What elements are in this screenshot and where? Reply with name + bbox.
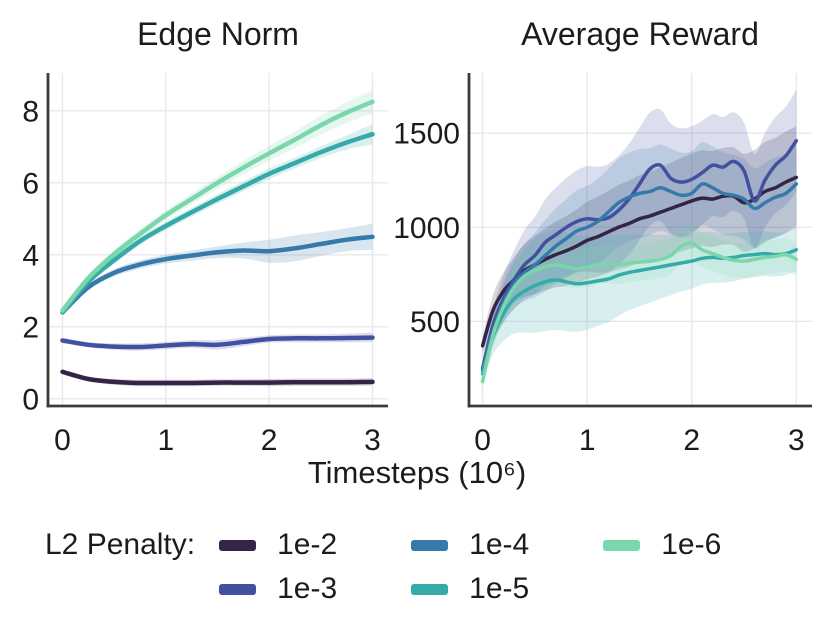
x-tick-label: 2: [683, 424, 700, 457]
legend-swatch-1e-4: [411, 539, 449, 551]
edge-norm-plot: 0 1 2 3 0 2 4 6 8: [22, 73, 388, 457]
series-lines: [60, 99, 375, 386]
series-line-1e-5: [60, 131, 375, 315]
legend-swatch-1e-3: [219, 583, 257, 595]
x-axis-label: Timesteps (10⁶): [308, 455, 526, 490]
legend-entry-1e-4: 1e-4: [411, 528, 529, 562]
y-tick-label: 500: [410, 306, 460, 339]
tick-labels: 0 1 2 3 0 2 4 6 8: [22, 95, 381, 457]
series-line-1e-3: [480, 138, 799, 371]
band-1e-6: [62, 90, 373, 313]
legend-swatch-1e-5: [411, 583, 449, 595]
x-tick-label: 0: [474, 424, 491, 457]
figure-canvas: 0 1 2 3 0 2 4 6 8 0 1 2 3 500 1000 1500 Edge Norm Aver…: [22, 16, 812, 490]
legend-entry-1e-6: 1e-6: [603, 528, 721, 562]
gridlines: [48, 73, 388, 406]
legend: L2 Penalty: 1e-2 1e-3 1e-4 1e-5 1e-6: [45, 523, 721, 611]
series-line-1e-4: [480, 182, 799, 373]
legend-entry-1e-3: 1e-3: [219, 572, 337, 606]
gridlines: [469, 73, 812, 406]
average-reward-plot: 0 1 2 3 500 1000 1500: [393, 73, 812, 457]
y-tick-label: 8: [22, 95, 39, 128]
legend-swatch-1e-6: [603, 539, 641, 551]
legend-swatch-1e-2: [219, 539, 257, 551]
y-tick-label: 1000: [393, 212, 460, 245]
y-tick-label: 2: [22, 311, 39, 344]
band-1e-2: [482, 126, 797, 356]
plot-title-average-reward: Average Reward: [521, 16, 759, 52]
legend-grid: 1e-2 1e-3 1e-4 1e-5 1e-6: [219, 523, 721, 611]
legend-entry-1e-5: 1e-5: [411, 572, 529, 606]
legend-entry-1e-2: 1e-2: [219, 528, 337, 562]
x-tick-label: 2: [261, 424, 278, 457]
series-line-1e-5: [480, 248, 799, 376]
legend-entry-label: 1e-3: [277, 572, 338, 605]
y-tick-label: 1500: [393, 118, 460, 151]
x-tick-label: 3: [364, 424, 381, 457]
band-1e-3: [482, 89, 797, 377]
legend-title: L2 Penalty:: [45, 528, 196, 561]
y-tick-label: 4: [22, 239, 39, 272]
band-1e-4: [62, 223, 373, 315]
confidence-bands: [62, 90, 373, 387]
x-tick-label: 0: [54, 424, 71, 457]
series-line-1e-6: [480, 241, 799, 384]
series-line-1e-6: [60, 99, 375, 313]
tick-labels: 0 1 2 3 500 1000 1500: [393, 118, 804, 457]
y-tick-label: 0: [22, 383, 39, 416]
legend-entry-label: 1e-4: [469, 528, 530, 561]
x-tick-label: 3: [788, 424, 805, 457]
axes-spines: [46, 73, 388, 408]
series-line-1e-2: [60, 369, 375, 386]
legend-entry-label: 1e-6: [661, 528, 722, 561]
plot-title-edge-norm: Edge Norm: [137, 16, 299, 52]
confidence-bands: [482, 89, 797, 390]
legend-entry-label: 1e-5: [469, 572, 530, 605]
y-tick-label: 6: [22, 167, 39, 200]
series-lines: [480, 138, 799, 384]
series-line-1e-4: [60, 234, 375, 315]
x-tick-label: 1: [579, 424, 596, 457]
x-tick-label: 1: [157, 424, 174, 457]
band-1e-4: [482, 142, 797, 379]
legend-entry-label: 1e-2: [277, 528, 338, 561]
axes-spines: [467, 73, 812, 408]
band-1e-5: [62, 124, 373, 315]
series-line-1e-3: [60, 335, 375, 350]
